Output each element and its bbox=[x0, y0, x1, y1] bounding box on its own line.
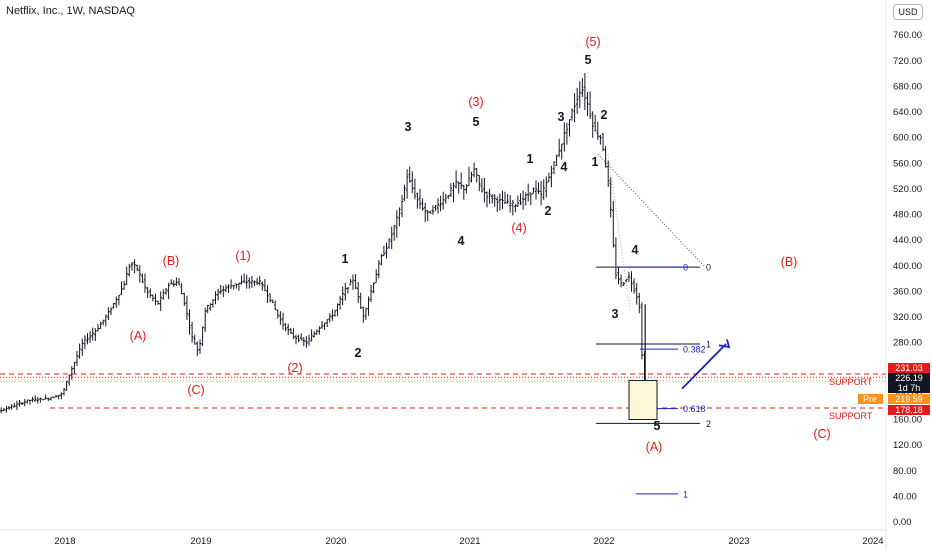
wave-label-black: 4 bbox=[632, 243, 639, 257]
currency-button[interactable]: USD bbox=[893, 4, 923, 20]
y-tick-label: 680.00 bbox=[893, 82, 922, 93]
y-tick-label: 360.00 bbox=[893, 286, 922, 297]
arrow-head bbox=[718, 339, 731, 349]
y-tick-label: 120.00 bbox=[893, 440, 922, 451]
projection-line bbox=[607, 154, 631, 310]
wave-label-red: (B) bbox=[781, 255, 798, 269]
support-label: SUPPORT bbox=[829, 377, 873, 387]
y-axis-ticks: 0.0040.0080.00120.00160.00200.00240.0028… bbox=[893, 30, 922, 528]
wave-labels: (A) (B) (C) (1) (2) (3) (4) (5) (A) (B) (C) 1 2 3 4 5 1 2… bbox=[130, 35, 873, 454]
projection-arrow bbox=[681, 343, 727, 390]
fib-label: 2 bbox=[706, 419, 711, 429]
x-tick-label: 2022 bbox=[593, 536, 614, 547]
wave-label-black: 3 bbox=[558, 110, 565, 124]
price-tag-bg bbox=[888, 405, 930, 415]
wave-label-black: 2 bbox=[355, 346, 362, 360]
wave-label-red: (3) bbox=[468, 95, 483, 109]
x-axis-ticks: 2018 2019 2020 2021 2022 2023 2024 bbox=[54, 536, 883, 547]
wave-label-black: 2 bbox=[545, 204, 552, 218]
price-tag-bg bbox=[888, 373, 930, 393]
target-zone-box bbox=[628, 379, 658, 421]
x-tick-label: 2019 bbox=[190, 536, 211, 547]
y-tick-label: 520.00 bbox=[893, 184, 922, 195]
wave-label-red: (A) bbox=[130, 329, 147, 343]
wave-label-black: 5 bbox=[473, 115, 480, 129]
price-tag-text: 226.19 bbox=[895, 373, 923, 383]
wave-label-black: 3 bbox=[612, 307, 619, 321]
y-tick-label: 720.00 bbox=[893, 56, 922, 67]
y-tick-label: 400.00 bbox=[893, 261, 922, 272]
y-tick-label: 40.00 bbox=[893, 491, 917, 502]
wave-label-black: 5 bbox=[585, 53, 592, 67]
wave-label-black: 1 bbox=[342, 252, 349, 266]
y-tick-label: 0.00 bbox=[893, 517, 912, 528]
premarket-tag-text: Pre bbox=[863, 394, 877, 404]
wave-label-black: 5 bbox=[654, 419, 661, 433]
wave-label-red: (4) bbox=[511, 221, 526, 235]
wave-label-red: (C) bbox=[187, 383, 204, 397]
wave-label-red: (A) bbox=[646, 440, 663, 454]
wave-label-red: (C) bbox=[813, 427, 830, 441]
price-tag-bg bbox=[888, 363, 930, 373]
x-tick-label: 2023 bbox=[728, 536, 749, 547]
projection-line bbox=[597, 154, 706, 268]
fib-label: 0.382 bbox=[683, 345, 706, 355]
y-tick-label: 320.00 bbox=[893, 312, 922, 323]
price-tag-text: 231.03 bbox=[895, 363, 923, 373]
price-candles bbox=[0, 73, 646, 414]
fib-label: 0 bbox=[683, 263, 688, 273]
price-tag-text: 178.18 bbox=[895, 405, 923, 415]
y-tick-label: 480.00 bbox=[893, 210, 922, 221]
axes bbox=[0, 0, 887, 550]
chart-title: Netflix, Inc., 1W, NASDAQ bbox=[6, 5, 135, 17]
wave-label-black: 3 bbox=[405, 120, 412, 134]
y-tick-label: 80.00 bbox=[893, 466, 917, 477]
wave-label-red: (1) bbox=[235, 249, 250, 263]
x-tick-label: 2018 bbox=[54, 536, 75, 547]
wave-label-red: (5) bbox=[585, 35, 600, 49]
wave-label-black: 1 bbox=[592, 155, 599, 169]
x-tick-label: 2024 bbox=[862, 536, 883, 547]
wave-label-red: (2) bbox=[287, 361, 302, 375]
wave-label-black: 1 bbox=[527, 152, 534, 166]
y-tick-label: 640.00 bbox=[893, 107, 922, 118]
fib-label: 1 bbox=[683, 489, 688, 499]
reference-lines bbox=[0, 373, 886, 409]
y-tick-label: 600.00 bbox=[893, 133, 922, 144]
fib-label: 1 bbox=[706, 339, 711, 349]
premarket-tag-bg bbox=[858, 394, 883, 404]
x-tick-label: 2020 bbox=[325, 536, 346, 547]
wave-label-black: 4 bbox=[561, 160, 568, 174]
x-tick-label: 2021 bbox=[459, 536, 480, 547]
y-tick-label: 560.00 bbox=[893, 158, 922, 169]
price-tag-text: 1d 7h bbox=[898, 383, 921, 393]
support-label: SUPPORT bbox=[829, 411, 873, 421]
fib-label: 0 bbox=[706, 263, 711, 273]
wave-label-black: 4 bbox=[458, 234, 465, 248]
wave-label-red: (B) bbox=[163, 254, 180, 268]
y-tick-label: 760.00 bbox=[893, 30, 922, 41]
y-tick-label: 280.00 bbox=[893, 338, 922, 349]
y-tick-label: 160.00 bbox=[893, 415, 922, 426]
wave-label-black: 2 bbox=[601, 108, 608, 122]
y-tick-label: 440.00 bbox=[893, 235, 922, 246]
fib-label: 0.618 bbox=[683, 404, 706, 414]
price-tag-bg bbox=[888, 394, 930, 404]
price-tag-text: 219.59 bbox=[895, 394, 923, 404]
